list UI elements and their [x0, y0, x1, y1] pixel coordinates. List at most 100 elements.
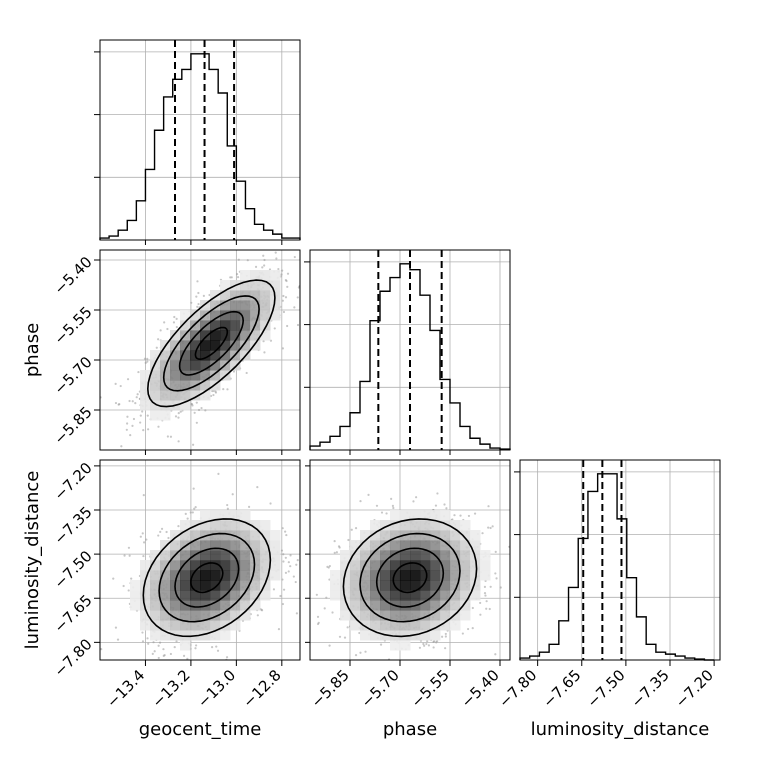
density-cell	[210, 570, 221, 581]
density-cell	[270, 560, 281, 571]
density-cell	[420, 510, 431, 521]
density-cell	[200, 510, 211, 521]
density-cell	[440, 520, 451, 531]
joint-content	[315, 492, 510, 660]
density-cell	[180, 620, 191, 631]
density-cell	[160, 590, 171, 601]
scatter-point	[147, 642, 150, 645]
density-cell	[380, 610, 391, 621]
scatter-point	[479, 601, 482, 605]
density-cell	[360, 610, 371, 621]
scatter-point	[282, 588, 286, 591]
density-cell	[270, 270, 281, 281]
density-cell	[210, 300, 221, 311]
density-cell	[180, 340, 191, 351]
x-tick-label: −5.70	[358, 666, 403, 711]
scatter-point	[453, 514, 456, 517]
scatter-point	[192, 487, 195, 490]
scatter-point	[285, 533, 288, 537]
density-cell	[250, 560, 261, 571]
scatter-point	[495, 577, 498, 580]
scatter-point	[215, 645, 218, 648]
scatter-point	[189, 511, 192, 514]
scatter-point	[337, 545, 341, 548]
density-cell	[210, 540, 221, 551]
scatter-point	[146, 637, 149, 640]
density-cell	[380, 570, 391, 581]
density-cell	[130, 600, 141, 611]
density-cell	[160, 580, 171, 591]
y-tick-label: −7.50	[50, 547, 95, 592]
density-cell	[220, 630, 231, 641]
density-cell	[220, 300, 231, 311]
scatter-point	[494, 550, 497, 553]
scatter-point	[155, 346, 158, 349]
density-cell	[370, 580, 381, 591]
density-cell	[240, 600, 251, 611]
scatter-point	[284, 571, 288, 574]
density-cell	[440, 600, 451, 611]
scatter-point	[202, 294, 205, 297]
scatter-point	[193, 411, 196, 414]
density-cell	[270, 280, 281, 291]
scatter-point	[256, 614, 259, 617]
density-cell	[460, 590, 471, 601]
scatter-point	[444, 635, 447, 638]
density-cell	[390, 510, 401, 521]
density-cell	[350, 600, 361, 611]
density-cell	[440, 620, 451, 631]
density-cell	[230, 510, 241, 521]
scatter-point	[286, 324, 289, 328]
scatter-point	[175, 640, 178, 643]
scatter-point	[284, 556, 287, 559]
density-cell	[350, 580, 361, 591]
axes-frame	[99, 459, 301, 661]
scatter-point	[194, 647, 197, 650]
density-cell	[270, 310, 281, 321]
scatter-point	[127, 546, 131, 549]
scatter-point	[315, 593, 318, 596]
density-cell	[350, 590, 361, 601]
scatter-point	[116, 638, 120, 641]
scatter-point	[199, 662, 201, 664]
y-axis-label-luminosity_distance: luminosity_distance	[22, 471, 43, 650]
density-cell	[370, 630, 381, 641]
density-cell	[220, 280, 231, 291]
density-cell	[220, 330, 231, 341]
density-cell	[420, 620, 431, 631]
density-cell	[180, 350, 191, 361]
scatter-point	[289, 565, 292, 568]
density-cell	[200, 560, 211, 571]
x-tick-label: −7.80	[495, 666, 540, 711]
scatter-point	[338, 635, 342, 638]
scatter-point	[316, 622, 320, 626]
density-cell	[260, 280, 271, 291]
y-tick-label: −7.35	[50, 503, 95, 548]
density-cell	[430, 620, 441, 631]
scatter-point	[426, 640, 429, 643]
density-cell	[340, 580, 351, 591]
density-cell	[350, 540, 361, 551]
scatter-point	[237, 258, 240, 261]
contour-line-3	[142, 518, 272, 638]
y-tick-label: −7.80	[50, 635, 95, 680]
density-cell	[200, 610, 211, 621]
scatter-point	[434, 504, 438, 507]
density-cell	[450, 610, 461, 621]
density-cell	[200, 620, 211, 631]
scatter-point	[295, 612, 298, 615]
scatter-point	[350, 528, 353, 531]
density-cell	[140, 610, 151, 621]
density-cell	[400, 570, 411, 581]
density-cell	[210, 520, 221, 531]
scatter-point	[286, 285, 289, 288]
scatter-point	[289, 554, 292, 557]
density-cell	[220, 350, 231, 361]
scatter-point	[190, 402, 193, 406]
density-cell	[130, 590, 141, 601]
y-tick-label: −5.40	[50, 253, 95, 298]
scatter-point	[212, 393, 215, 397]
density-cell	[370, 570, 381, 581]
density-cell	[430, 570, 441, 581]
density-cell	[420, 580, 431, 591]
